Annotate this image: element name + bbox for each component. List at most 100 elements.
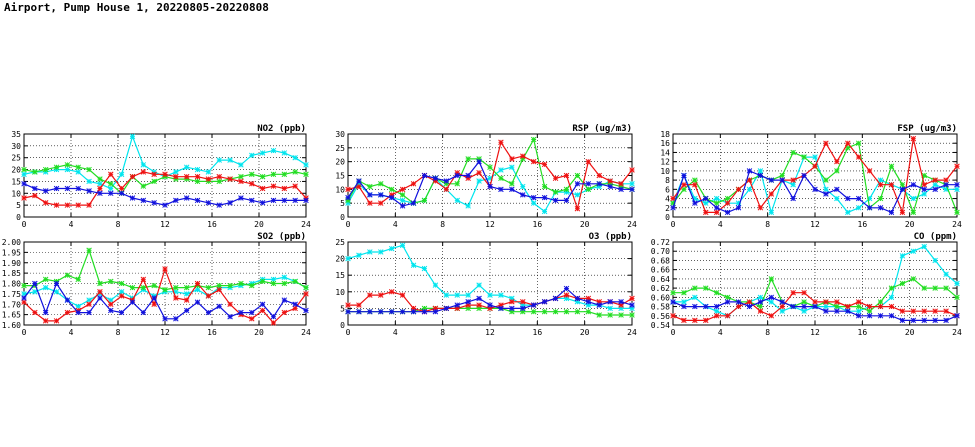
data-point [281,309,288,316]
data-point [97,185,103,192]
data-point [64,309,71,316]
data-point [574,308,581,315]
data-point [151,178,157,185]
data-point [129,133,136,140]
data-point [498,186,504,193]
data-point [227,176,233,182]
data-point [801,154,807,160]
data-point [899,181,906,188]
data-point [713,289,720,296]
data-point [194,299,201,305]
data-point [216,178,222,185]
data-point [703,200,709,206]
data-point [921,317,927,324]
data-point [910,308,917,314]
data-point [607,312,613,318]
data-point [724,313,731,319]
data-point [476,295,482,302]
x-tick-label: 0 [671,328,676,337]
data-point [118,190,125,197]
data-point [270,171,277,178]
data-point [173,169,179,175]
data-point [932,308,938,314]
data-point [173,284,179,291]
data-point [866,205,873,211]
data-point [108,171,114,178]
data-point [877,181,884,188]
data-point [596,172,602,179]
data-point [345,308,351,315]
data-point [432,175,439,182]
data-point [877,177,884,183]
data-point [249,197,255,204]
x-tick-label: 16 [207,220,217,229]
y-tick-label: 0 [665,213,670,222]
data-point [845,140,851,146]
data-point [855,313,862,319]
data-point [86,301,92,308]
data-point [866,168,873,174]
data-point [629,181,635,187]
data-point [32,280,38,287]
y-tick-label: 0.64 [651,275,670,284]
data-point [877,299,884,305]
data-point [585,308,592,315]
data-point [779,177,785,183]
data-point [421,308,428,315]
data-point [681,186,687,193]
data-point [86,188,92,194]
data-point [877,205,884,211]
data-point [118,293,125,299]
data-point [367,292,373,298]
x-tick-label: 4 [393,220,398,229]
data-point [541,299,548,305]
data-point [629,186,635,193]
data-point [509,305,515,312]
data-point [399,192,406,198]
data-point [356,183,362,190]
x-tick-label: 16 [207,328,217,337]
data-point [943,177,949,183]
data-point [855,195,862,202]
x-tick-label: 8 [765,220,770,229]
data-point [713,209,720,216]
data-point [129,299,136,305]
data-point [932,186,938,193]
data-point [53,185,60,192]
y-tick-label: 6 [665,185,670,194]
data-point [345,194,351,201]
data-point [238,178,244,185]
data-point [899,308,906,314]
series-red [670,289,960,324]
data-point [943,317,949,324]
data-point [173,295,179,301]
data-point [367,249,373,255]
x-tick-label: 16 [533,220,543,229]
x-tick-label: 20 [254,220,264,229]
data-point [97,295,103,301]
data-point [724,195,731,202]
data-point [563,197,570,204]
data-point [509,156,515,162]
data-point [140,276,147,283]
data-point [746,299,753,305]
y-tick-label: 0 [340,213,345,222]
x-tick-label: 8 [440,328,445,337]
data-point [757,205,764,211]
data-point [303,171,309,178]
data-point [692,294,698,301]
data-point [812,154,818,160]
data-point [563,186,570,193]
data-point [270,197,277,204]
data-point [97,176,103,182]
data-point [746,303,753,310]
y-tick-label: 25 [11,154,21,163]
y-tick-label: 10 [660,167,670,176]
data-point [596,302,602,308]
y-tick-label: 5 [340,199,345,208]
data-point [692,303,698,310]
data-point [238,162,244,168]
data-point [476,282,482,288]
x-tick-label: 4 [718,220,723,229]
series-blue [21,280,309,322]
